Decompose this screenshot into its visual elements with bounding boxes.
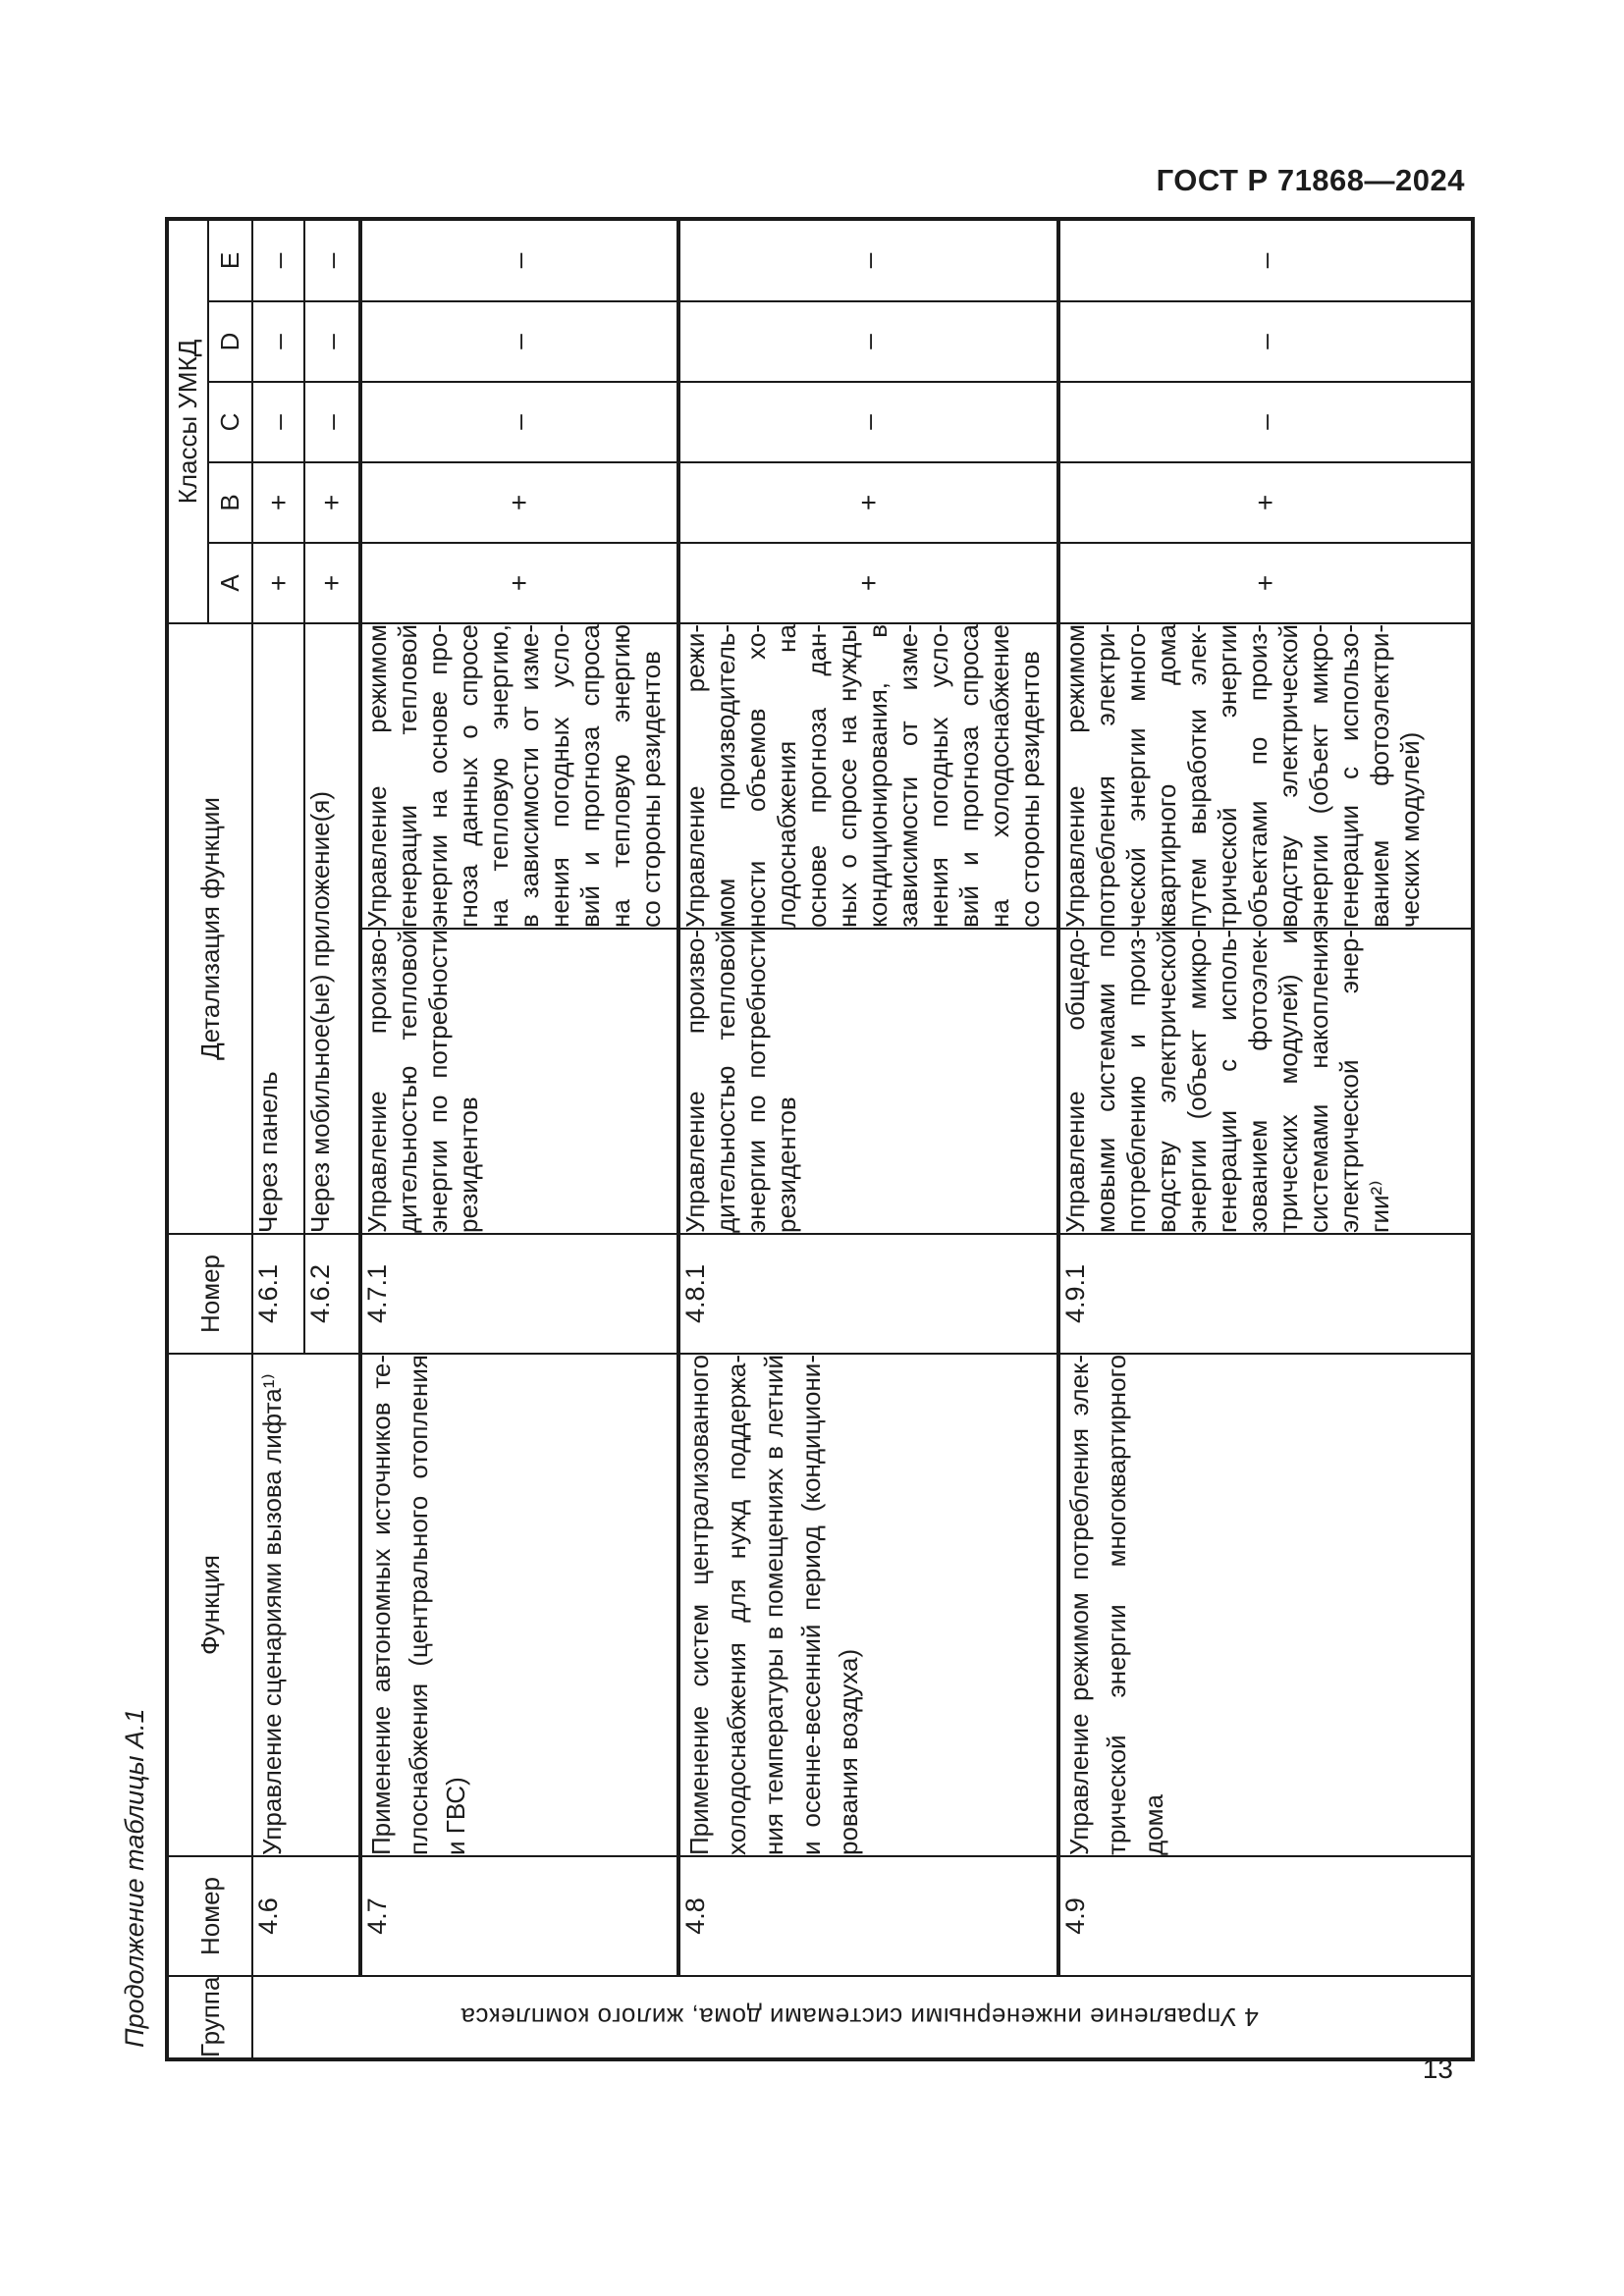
- cell-detail-4-8-1: Управление произво-дительностью тепловой…: [678, 929, 1058, 1234]
- cell-detail-4-6-2: Через мобильное(ые) приложение(я): [304, 622, 360, 1234]
- class-mark-c: –: [252, 381, 304, 462]
- col-header-classes: Классы УМКД: [167, 218, 208, 623]
- cell-sub-number-4-6-1: 4.6.1: [252, 1234, 304, 1354]
- class-mark-b: +: [360, 461, 678, 543]
- doc-header: ГОСТ Р 71868—2024: [1156, 163, 1465, 197]
- table-row-4-9-1: 4.9 Управление режимом потребления элек-…: [1058, 218, 1473, 2059]
- cell-sub-number-4-7-1: 4.7.1: [360, 1234, 678, 1354]
- table-row-4-8-1: 4.8 Применение систем централизованного х…: [678, 218, 1058, 2059]
- col-header-number: Номер: [167, 1856, 252, 1976]
- cell-sub-number-4-9-1: 4.9.1: [1058, 1234, 1473, 1354]
- cell-number-4-9: 4.9: [1058, 1856, 1473, 1976]
- cell-sub-number-4-6-2: 4.6.2: [304, 1234, 360, 1354]
- table-row-4-6-1: 4 Управление инженерными системами дома,…: [252, 218, 1473, 2059]
- class-mark-d: –: [304, 300, 360, 382]
- col-header-class-d: D: [208, 300, 252, 382]
- cell-function-4-9: Управление режимом потребления элек-трич…: [1058, 1354, 1473, 1856]
- class-mark-d: –: [252, 300, 304, 382]
- page-number: 13: [1422, 2054, 1453, 2084]
- col-header-class-e: Е: [208, 218, 252, 301]
- class-mark-d: –: [1058, 300, 1473, 382]
- cell-function-4-7: Применение автономных источников те-плос…: [360, 1354, 678, 1856]
- col-header-group: Группа: [167, 1976, 252, 2059]
- class-mark-a: +: [304, 542, 360, 623]
- cell-number-4-6: 4.6: [252, 1856, 360, 1976]
- class-mark-a: +: [360, 542, 678, 623]
- col-header-class-c: С: [208, 381, 252, 462]
- col-header-sub-number: Номер: [167, 1234, 252, 1354]
- cell-group-value: 4 Управление инженерными системами дома,…: [252, 1976, 1473, 2059]
- class-mark-e: –: [1058, 218, 1473, 301]
- class-mark-c: –: [360, 381, 678, 462]
- class-mark-b: +: [252, 461, 304, 543]
- table-caption: Продолжение таблицы А.1: [120, 1708, 149, 2048]
- col-header-class-b: В: [208, 461, 252, 543]
- class-mark-d: –: [678, 300, 1058, 382]
- cell-sub-number-4-8-1: 4.8.1: [678, 1234, 1058, 1354]
- class-mark-a: +: [678, 542, 1058, 623]
- class-mark-b: +: [678, 461, 1058, 543]
- class-mark-d: –: [360, 300, 678, 382]
- table-row-4-7-1: 4.7 Применение автономных источников те-…: [360, 218, 678, 2059]
- class-mark-b: +: [304, 461, 360, 543]
- class-mark-c: –: [678, 381, 1058, 462]
- class-mark-e: –: [678, 218, 1058, 301]
- class-mark-e: –: [360, 218, 678, 301]
- group-value-text: 4 Управление инженерными системами дома,…: [460, 2002, 1259, 2033]
- cell-detail-note-4-7-1: Управление режимом генерации тепловой энер…: [360, 622, 678, 929]
- col-header-detail: Детализация функции: [167, 622, 252, 1234]
- class-mark-e: –: [252, 218, 304, 301]
- cell-number-4-8: 4.8: [678, 1856, 1058, 1976]
- header-row-1: Группа Номер Функция Номер Детализация ф…: [167, 218, 252, 2059]
- cell-detail-note-4-8-1: Управление режи-мом производитель-ности …: [678, 622, 1058, 929]
- class-mark-e: –: [304, 218, 360, 301]
- class-mark-a: +: [252, 542, 304, 623]
- class-mark-c: –: [304, 381, 360, 462]
- cell-number-4-7: 4.7: [360, 1856, 678, 1976]
- cell-function-4-6: Управление сценариями вызова лифта¹⁾: [252, 1354, 360, 1856]
- class-mark-b: +: [1058, 461, 1473, 543]
- cell-function-4-8: Применение систем централизованного холод…: [678, 1354, 1058, 1856]
- rotated-table-area: Продолжение таблицы А.1 Группа Номер Фун…: [110, 216, 1475, 2061]
- table-a1-continuation: Группа Номер Функция Номер Детализация ф…: [165, 216, 1475, 2061]
- cell-detail-4-9-1: Управление общедо-мовыми системами по пот…: [1058, 929, 1473, 1234]
- cell-detail-4-7-1: Управление произво-дительностью тепловой…: [360, 929, 678, 1234]
- cell-detail-4-6-1: Через панель: [252, 622, 304, 1234]
- cell-detail-note-4-9-1: Управление режимом потребления электри-че…: [1058, 622, 1473, 929]
- col-header-class-a: А: [208, 542, 252, 623]
- class-mark-a: +: [1058, 542, 1473, 623]
- class-mark-c: –: [1058, 381, 1473, 462]
- col-header-function: Функция: [167, 1354, 252, 1856]
